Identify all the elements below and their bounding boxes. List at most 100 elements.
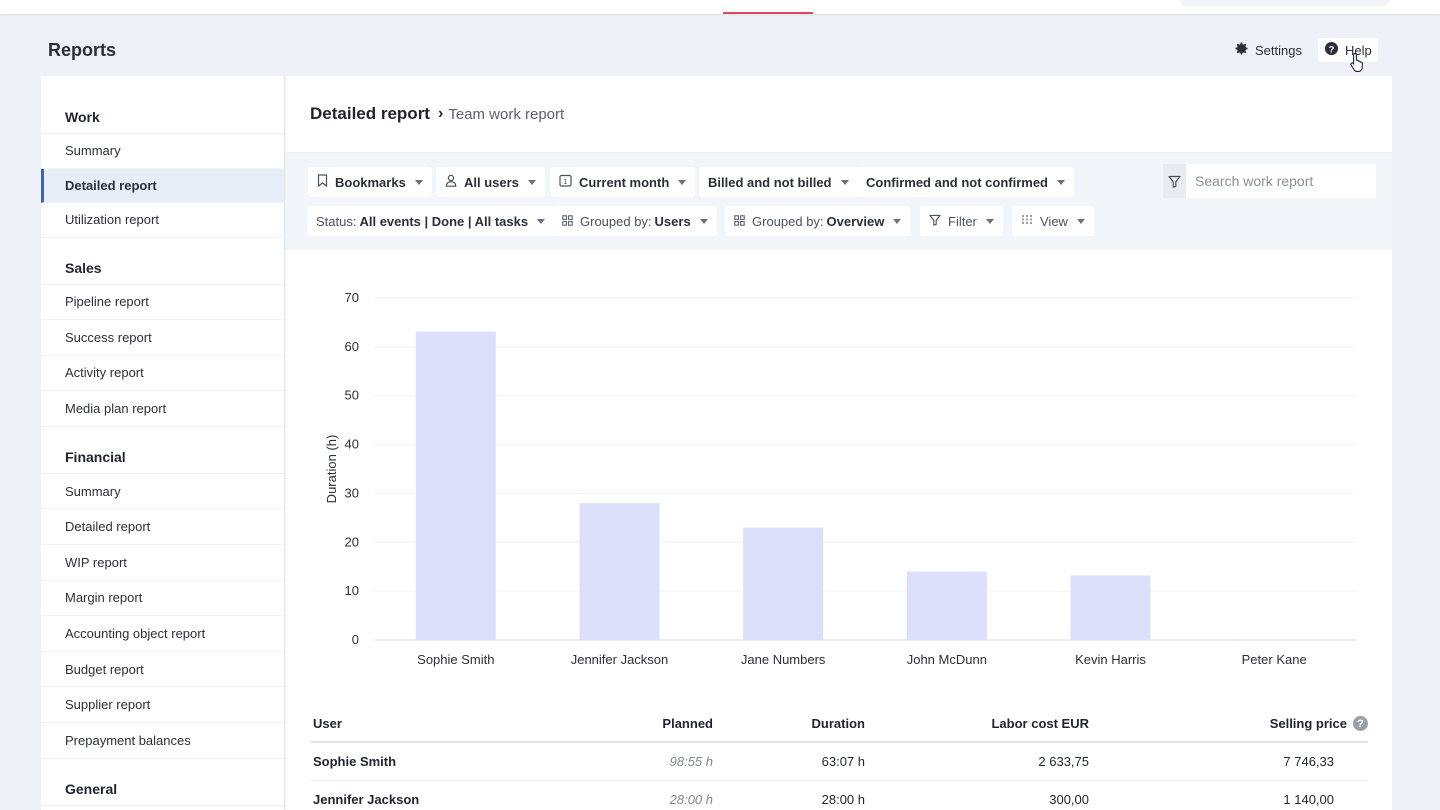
sidebar-item-pipeline-report[interactable]: Pipeline report [41,285,284,321]
sidebar-item-label: Detailed report [65,519,151,535]
settings-button[interactable]: Settings [1228,38,1308,62]
settings-label: Settings [1255,42,1302,58]
bar-jennifer-jackson [579,503,660,640]
breadcrumb-current-report[interactable]: Detailed report [310,104,430,123]
sidebar-item-summary[interactable]: Summary [41,474,284,510]
status-dropdown[interactable]: Status: All events | Done | All tasks [307,206,555,236]
sidebar-item-activity-report[interactable]: Activity report [41,356,284,392]
caret-down-icon [537,218,546,224]
caret-down-icon [678,179,687,185]
column-header-labor-cost[interactable]: Labor cost EUR [991,716,1089,731]
sidebar-item-label: Pipeline report [65,294,149,310]
x-tick-label: Jennifer Jackson [571,652,669,667]
sidebar-item-summary[interactable]: Summary [41,134,284,169]
cell-selling-price: 7 746,33 [1283,754,1334,769]
sidebar-item-media-plan-report[interactable]: Media plan report [41,391,284,427]
bookmark-icon [317,174,328,190]
confirmation-label: Confirmed and not confirmed [866,174,1048,190]
sidebar-item-margin-report[interactable]: Margin report [41,581,284,617]
question-circle-icon: ? [1324,41,1339,59]
calendar-icon: 1 [559,174,572,190]
sidebar-item-label: Accounting object report [65,626,206,642]
page-title: Reports [48,40,117,60]
sidebar-item-label: Activity report [65,365,144,381]
cell-user: Sophie Smith [313,754,397,769]
sidebar-item-utilization-report[interactable]: Utilization report [41,203,284,238]
sidebar-item-label: Media plan report [65,401,167,417]
bar-peter-kane [1234,639,1315,641]
table-row[interactable]: Jennifer Jackson 28:00 h 28:00 h 300,00 1 14… [311,781,1368,810]
y-tick-label: 50 [345,388,359,403]
caret-down-icon [893,218,902,224]
sidebar-item-success-report[interactable]: Success report [41,320,284,356]
x-tick-label: Jane Numbers [741,652,826,667]
sidebar-item-detailed-report[interactable]: Detailed report [41,168,284,203]
x-tick-label: Kevin Harris [1075,652,1146,667]
report-sidebar: Work Summary Detailed report Utilization re… [41,76,285,810]
columns-icon [1021,214,1033,229]
users-dropdown[interactable]: All users [436,167,545,197]
grid-icon [562,214,573,229]
funnel-icon [929,214,941,229]
cell-labor-cost: 2 633,75 [1038,754,1089,769]
view-label: View [1040,213,1068,229]
cell-user: Jennifer Jackson [313,792,420,807]
group-by-overview-dropdown[interactable]: Grouped by: Overview [725,206,911,236]
bookmarks-label: Bookmarks [335,174,406,190]
group-by-prefix: Grouped by: [580,213,652,229]
sidebar-item-wip-report[interactable]: WIP report [41,545,284,581]
confirmation-dropdown[interactable]: Confirmed and not confirmed [857,167,1074,197]
top-search-pill[interactable] [1180,0,1390,6]
sidebar-item-label: Prepayment balances [65,732,191,748]
sidebar-item-supplier-report[interactable]: Supplier report [41,687,284,724]
table-header-row: User Planned Duration Labor cost EUR Sel… [311,706,1368,743]
cell-duration: 28:00 h [821,792,865,807]
billing-label: Billed and not billed [708,174,832,190]
search-input[interactable] [1186,164,1376,198]
caret-down-icon [1076,218,1085,224]
column-header-selling-price[interactable]: Selling price ? [1270,706,1368,741]
duration-bar-chart: 0 10 20 30 40 50 60 70 Duration (h) Sophie Smith J… [324,290,1356,667]
sidebar-item-label: Utilization report [65,212,159,228]
sidebar-item-label: Summary [65,143,121,159]
help-button[interactable]: ? Help [1318,38,1378,62]
column-header-user[interactable]: User [313,716,342,731]
hand-pointer-icon [1350,52,1366,77]
cell-duration: 63:07 h [821,754,865,769]
sidebar-item-budget-report[interactable]: Budget report [41,652,284,688]
period-label: Current month [579,174,670,190]
group-by-prefix: Grouped by: [752,213,824,229]
bar-kevin-harris [1070,575,1151,640]
help-label: Help [1345,42,1372,58]
x-tick-label: John McDunn [907,652,987,667]
question-circle-icon[interactable]: ? [1353,716,1368,731]
bar-sophie-smith [415,331,496,640]
billing-dropdown[interactable]: Billed and not billed [699,167,858,197]
column-header-planned[interactable]: Planned [662,716,713,731]
period-dropdown[interactable]: 1 Current month [550,167,696,197]
x-tick-label: Sophie Smith [417,652,494,667]
gear-icon [1234,41,1249,59]
filter-dropdown[interactable]: Filter [920,206,1003,236]
y-tick-label: 40 [345,437,359,452]
cell-selling-price: 1 140,00 [1283,792,1334,807]
table-row[interactable]: Sophie Smith 98:55 h 63:07 h 2 633,75 7 746,… [311,743,1368,781]
column-header-duration[interactable]: Duration [811,716,865,731]
sidebar-item-prepayment-balances[interactable]: Prepayment balances [41,723,284,759]
top-navigation-bar [0,0,1440,14]
breadcrumb-report-variant: Team work report [448,105,565,123]
y-tick-label: 70 [345,290,359,305]
filter-label: Filter [948,213,977,229]
y-tick-label: 20 [345,534,359,549]
view-dropdown[interactable]: View [1012,206,1094,236]
filter-funnel-icon[interactable] [1163,164,1186,198]
bookmarks-dropdown[interactable]: Bookmarks [308,167,432,197]
bar-john-mcdunn [906,571,987,640]
sidebar-item-label: Supplier report [65,697,151,713]
caret-down-icon [414,179,423,185]
sidebar-item-detailed-report[interactable]: Detailed report [41,509,284,546]
sidebar-item-accounting-object-report[interactable]: Accounting object report [41,616,284,652]
svg-text:1: 1 [564,179,568,186]
sidebar-item-label: Detailed report [65,177,157,193]
group-by-users-dropdown[interactable]: Grouped by: Users [553,206,717,236]
